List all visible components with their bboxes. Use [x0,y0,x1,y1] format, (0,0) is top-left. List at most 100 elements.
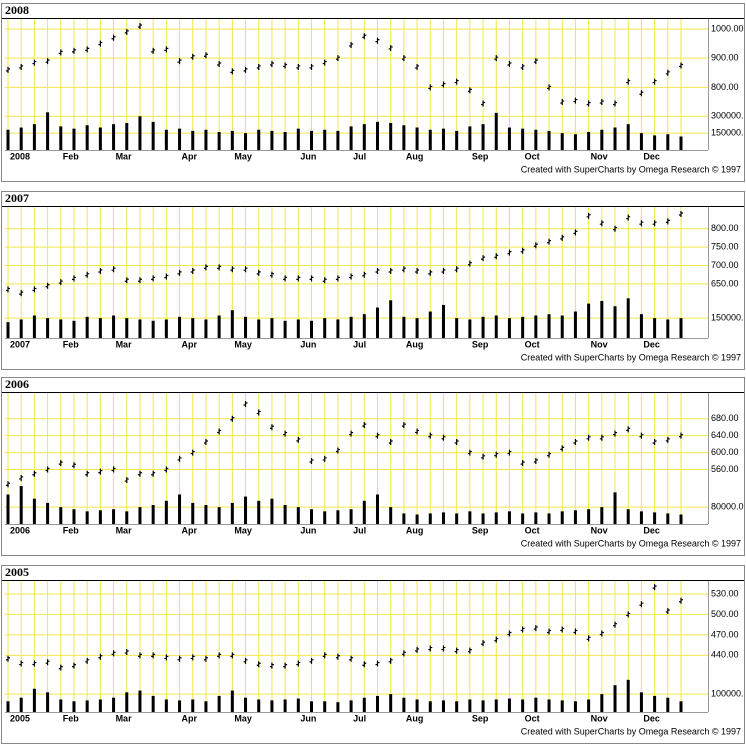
price-bar [32,660,37,667]
price-bar [98,653,103,660]
y-tick-label: 680.00 [711,413,739,423]
price-bar [19,290,24,297]
volume-bar [600,694,604,712]
volume-bar [244,697,248,712]
volume-bar [349,316,353,338]
price-bar [243,66,248,73]
chart-title: 2007 [5,191,29,205]
price-bar [256,269,261,276]
price-bar [296,63,301,70]
volume-bar [639,511,643,524]
volume-bar [323,511,327,524]
price-bar [388,268,393,275]
volume-bar [310,320,314,338]
price-bar [335,275,340,282]
price-bar [665,69,670,76]
price-bar [283,62,288,69]
price-bar [599,630,604,637]
price-bar [309,275,314,282]
price-bar [679,210,683,217]
price-bar [547,238,552,245]
volume-bar [191,502,195,524]
price-bar [481,640,486,647]
volume-bar [494,315,498,338]
volume-bar [85,511,89,524]
price-bar [58,279,63,286]
price-bar [520,247,525,254]
volume-bar [112,509,116,524]
price-bar [481,255,486,262]
x-tick-label: Mar [116,525,133,535]
price-bar [124,277,129,284]
volume-bar [362,124,366,150]
volume-bar [257,319,261,338]
volume-bar [98,127,102,150]
volume-bar [283,699,287,712]
price-bar [190,268,195,275]
volume-bar [600,300,604,338]
price-bar [626,78,631,85]
y-tick-label: 560.00 [711,464,739,474]
volume-bar [468,319,472,338]
y-tick-label: 1000.00 [711,23,744,33]
price-bar [177,269,182,276]
volume-bar [534,315,538,338]
price-bar [599,434,604,441]
volume-bar [666,134,670,150]
price-bar [111,650,116,657]
volume-bar [389,507,393,524]
volume-bar [679,318,683,338]
volume-bar [600,129,604,150]
price-bar [467,449,472,456]
price-bar [283,430,288,437]
volume-bar [204,701,208,712]
x-tick-label: 2008 [10,151,30,161]
volume-bar [98,318,102,338]
x-tick-label: Oct [525,339,540,349]
volume-bar [573,510,577,524]
volume-bar [178,128,182,150]
volume-bar [138,507,142,524]
price-bar [137,652,142,659]
price-bar [349,655,354,662]
price-bar [362,422,367,429]
volume-bar [468,126,472,150]
y2-tick-label: 80000.0 [711,501,744,511]
price-bar [85,657,90,664]
price-bar [124,28,129,35]
price-bar [428,84,433,91]
price-bar [362,271,367,278]
price-bar [639,432,644,439]
price-bar [639,90,644,97]
price-bar [520,460,525,467]
x-tick-label: Sep [472,339,489,349]
price-bar [203,439,208,446]
volume-bar [178,700,182,712]
x-tick-label: Jun [300,525,316,535]
price-bar [32,470,37,477]
price-bar [679,597,683,604]
price-bar [190,53,195,60]
price-bar [586,212,591,219]
price-bar [164,654,169,661]
price-bar [652,78,657,85]
y-tick-label: 700.00 [711,260,739,270]
volume-bar [32,688,36,712]
price-bar [639,601,644,608]
volume-bar [534,129,538,150]
x-tick-label: Jul [353,713,366,723]
price-bar [203,52,208,59]
price-bar [349,273,354,280]
volume-bar [72,320,76,338]
volume-bar [521,128,525,150]
x-tick-label: Sep [472,525,489,535]
price-bar [626,611,631,618]
y2-tick-label: 150000. [711,128,744,138]
volume-bar [653,318,657,338]
price-bar [335,653,340,660]
price-bar [441,268,446,275]
x-tick-label: Oct [525,713,540,723]
price-bar [652,439,657,446]
volume-bar [257,129,261,150]
volume-bar [626,124,630,150]
